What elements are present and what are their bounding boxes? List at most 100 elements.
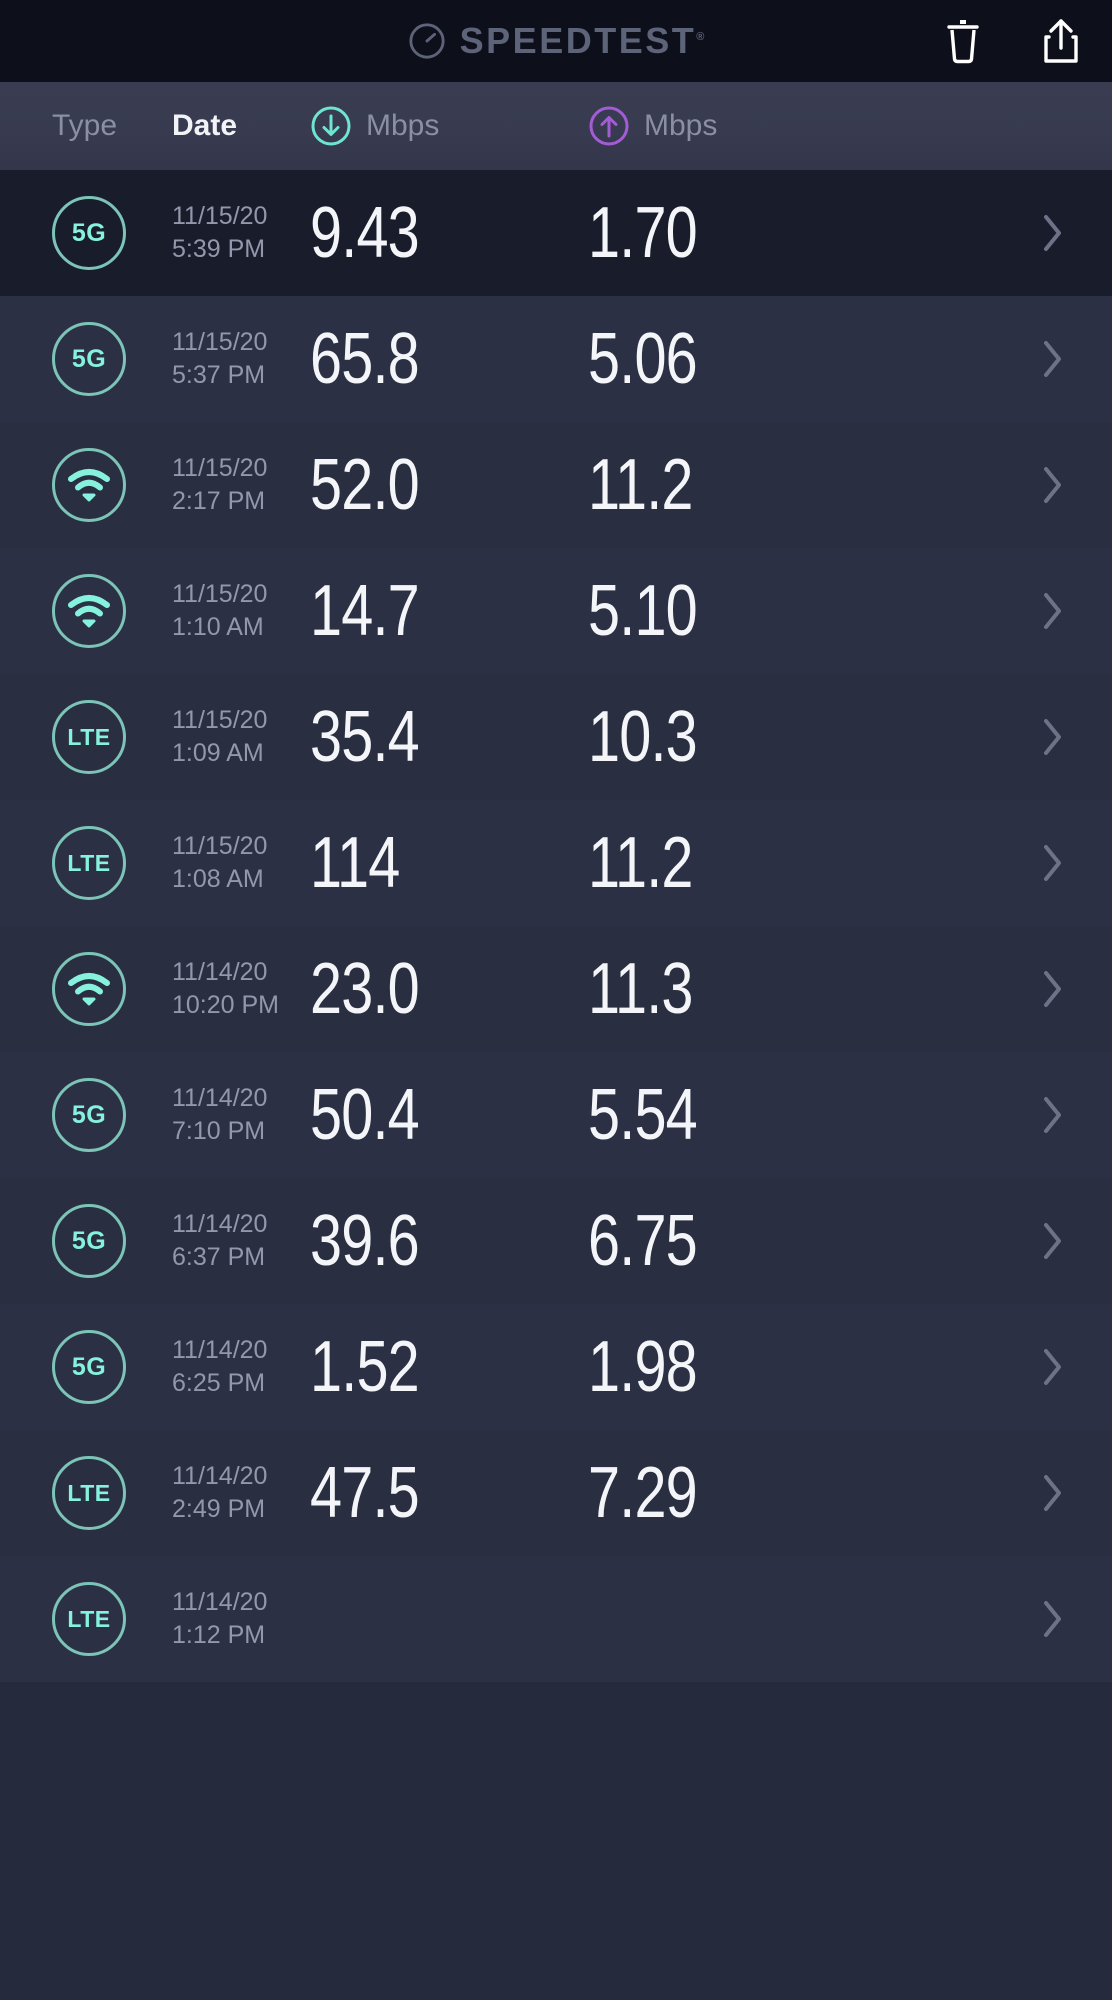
share-results-button[interactable]: [1038, 16, 1084, 66]
connection-badge: 5G: [52, 1204, 126, 1278]
result-time: 1:10 AM: [172, 613, 264, 641]
result-date: 11/15/20: [172, 328, 268, 356]
trash-icon: [947, 20, 979, 64]
result-download-value: 65.8: [310, 319, 420, 399]
chevron-right-icon: [1044, 845, 1061, 881]
result-upload-value: 1.70: [588, 193, 698, 273]
result-time: 6:25 PM: [172, 1369, 266, 1397]
table-row[interactable]: 5G 11/14/20 7:10 PM 50.4 5.54: [0, 1052, 1112, 1178]
result-date-cell: 11/15/20 1:09 AM: [172, 704, 302, 770]
connection-badge: 5G: [52, 1330, 126, 1404]
result-time: 5:37 PM: [172, 361, 266, 389]
table-row[interactable]: 5G 11/15/20 5:39 PM 9.43 1.70: [0, 170, 1112, 296]
wifi-icon: [68, 973, 110, 1006]
table-row[interactable]: 5G 11/14/20 6:37 PM 39.6 6.75: [0, 1178, 1112, 1304]
result-type-cell: LTE: [52, 1456, 126, 1530]
connection-badge: LTE: [52, 1456, 126, 1530]
result-date: 11/14/20: [172, 1588, 268, 1616]
result-detail-button[interactable]: [1040, 211, 1066, 255]
result-download-value: 52.0: [310, 445, 420, 525]
connection-type-label: LTE: [67, 849, 111, 876]
delete-results-button[interactable]: [940, 16, 986, 66]
result-date-cell: 11/14/20 10:20 PM: [172, 956, 302, 1022]
brand-trademark: ®: [696, 31, 705, 43]
result-detail-button[interactable]: [1040, 337, 1066, 381]
results-list[interactable]: 5G 11/15/20 5:39 PM 9.43 1.70 5G 11/15/20 5:37 …: [0, 170, 1112, 1682]
column-header-upload[interactable]: Mbps: [588, 105, 717, 147]
result-detail-button[interactable]: [1040, 1597, 1066, 1641]
result-date-cell: 11/14/20 6:25 PM: [172, 1334, 302, 1400]
chevron-right-icon: [1044, 1097, 1061, 1133]
connection-badge: 5G: [52, 196, 126, 270]
result-upload-value: 11.2: [588, 823, 693, 903]
result-download-value: 114: [310, 823, 400, 903]
result-detail-button[interactable]: [1040, 715, 1066, 759]
wifi-icon: [68, 595, 110, 628]
result-download-value: 50.4: [310, 1075, 420, 1155]
result-download-value: 9.43: [310, 193, 420, 273]
result-date: 11/14/20: [172, 958, 268, 986]
speed-gauge-icon: [409, 23, 445, 59]
result-date-cell: 11/14/20 2:49 PM: [172, 1460, 302, 1526]
result-upload-value: 5.54: [588, 1075, 698, 1155]
result-download-value: 39.6: [310, 1201, 420, 1281]
table-row[interactable]: 5G 11/14/20 6:25 PM 1.52 1.98: [0, 1304, 1112, 1430]
table-row[interactable]: LTE 11/15/20 1:09 AM 35.4 10.3: [0, 674, 1112, 800]
connection-badge: LTE: [52, 826, 126, 900]
result-type-cell: [52, 448, 126, 522]
speedtest-logo: SPEEDTEST®: [408, 22, 705, 60]
connection-type-label: 5G: [71, 1226, 107, 1255]
result-detail-button[interactable]: [1040, 589, 1066, 633]
result-type-cell: LTE: [52, 826, 126, 900]
table-row[interactable]: LTE 11/15/20 1:08 AM 114 11.2: [0, 800, 1112, 926]
chevron-right-icon: [1044, 593, 1061, 629]
chevron-right-icon: [1044, 341, 1061, 377]
share-icon: [1044, 19, 1078, 63]
result-date-cell: 11/15/20 1:10 AM: [172, 578, 302, 644]
chevron-right-icon: [1044, 1601, 1061, 1637]
connection-type-label: 5G: [71, 218, 107, 247]
result-upload-value: 11.2: [588, 445, 693, 525]
result-time: 1:09 AM: [172, 739, 264, 767]
result-date-cell: 11/15/20 1:08 AM: [172, 830, 302, 896]
app-header: SPEEDTEST®: [0, 0, 1112, 82]
result-detail-button[interactable]: [1040, 1219, 1066, 1263]
column-header-download-label: Mbps: [366, 109, 440, 142]
chevron-right-icon: [1044, 719, 1061, 755]
result-type-cell: 5G: [52, 196, 126, 270]
wifi-icon: [68, 469, 110, 502]
table-row[interactable]: 11/15/20 1:10 AM 14.7 5.10: [0, 548, 1112, 674]
chevron-right-icon: [1044, 1475, 1061, 1511]
result-date: 11/14/20: [172, 1084, 268, 1112]
result-date: 11/14/20: [172, 1336, 268, 1364]
result-download-value: 1.52: [310, 1327, 420, 1407]
chevron-right-icon: [1044, 971, 1061, 1007]
table-row[interactable]: LTE 11/14/20 1:12 PM: [0, 1556, 1112, 1682]
table-row[interactable]: 11/15/20 2:17 PM 52.0 11.2: [0, 422, 1112, 548]
result-date-cell: 11/15/20 5:39 PM: [172, 200, 302, 266]
table-row[interactable]: 11/14/20 10:20 PM 23.0 11.3: [0, 926, 1112, 1052]
column-header-type[interactable]: Type: [52, 109, 118, 142]
brand-wordmark: SPEEDTEST®: [460, 23, 705, 59]
chevron-right-icon: [1044, 1223, 1061, 1259]
result-time: 10:20 PM: [172, 991, 280, 1019]
result-time: 7:10 PM: [172, 1117, 266, 1145]
table-row[interactable]: LTE 11/14/20 2:49 PM 47.5 7.29: [0, 1430, 1112, 1556]
connection-badge: LTE: [52, 1582, 126, 1656]
result-detail-button[interactable]: [1040, 463, 1066, 507]
column-header-download[interactable]: Mbps: [310, 105, 439, 147]
connection-badge: [52, 952, 126, 1026]
table-row[interactable]: 5G 11/15/20 5:37 PM 65.8 5.06: [0, 296, 1112, 422]
result-date: 11/15/20: [172, 832, 268, 860]
column-header-date[interactable]: Date: [172, 109, 238, 142]
connection-badge: [52, 448, 126, 522]
result-detail-button[interactable]: [1040, 1093, 1066, 1137]
result-detail-button[interactable]: [1040, 1345, 1066, 1389]
result-detail-button[interactable]: [1040, 841, 1066, 885]
result-type-cell: [52, 574, 126, 648]
result-detail-button[interactable]: [1040, 967, 1066, 1011]
result-type-cell: 5G: [52, 322, 126, 396]
result-upload-value: 10.3: [588, 697, 698, 777]
result-detail-button[interactable]: [1040, 1471, 1066, 1515]
connection-type-label: 5G: [71, 1352, 107, 1381]
